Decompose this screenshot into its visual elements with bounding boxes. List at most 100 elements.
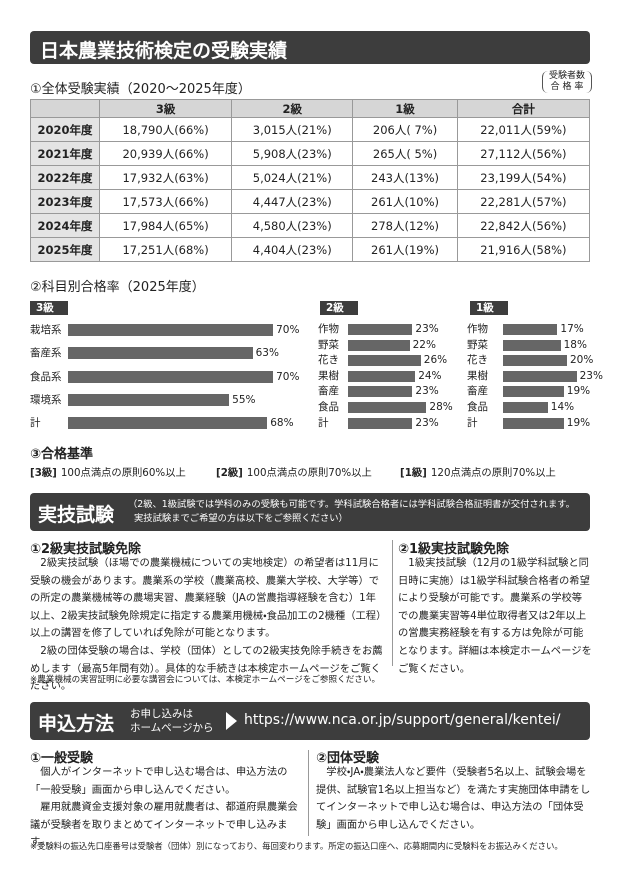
subsection-body: 個人がインターネットで申し込む場合は、申込方法の「一般受験」画面から申し込んでく… — [30, 764, 302, 852]
bar — [348, 324, 413, 335]
category-label: 野菜 — [318, 338, 339, 351]
table-cell: 4,580人(23%) — [231, 213, 354, 238]
table-cell: 22,011人(59%) — [456, 117, 591, 142]
table-cell: 17,573人(66%) — [98, 189, 233, 214]
application-bar: 申込方法 お申し込みは ホームページから https://www.nca.or.jp/… — [30, 702, 590, 740]
value-label: 20% — [570, 354, 594, 367]
year-cell: 2021年度 — [30, 141, 100, 166]
page-title: 日本農業技術検定の受験実績 — [40, 40, 288, 62]
year-cell: 2020年度 — [30, 117, 100, 142]
practical-note-line: （2級、1級試験では学科のみの受験も可能です。学科試験合格者には学科試験合格証明… — [128, 499, 575, 510]
table-cell: 22,281人(57%) — [456, 189, 591, 214]
bar — [348, 402, 427, 413]
application-sub-line: お申し込みは — [130, 708, 193, 720]
practical-title: 実技試験 — [38, 504, 115, 526]
table-cell: 4,447人(23%) — [231, 189, 354, 214]
category-label: 果樹 — [318, 369, 339, 382]
year-cell: 2025年度 — [30, 237, 100, 262]
table-cell: 22,842人(56%) — [456, 213, 591, 238]
practical-note: （2級、1級試験では学科のみの受験も可能です。学科試験合格者には学科試験合格証明… — [128, 498, 575, 525]
application-sub: お申し込みは ホームページから — [130, 707, 213, 735]
table-cell: 261人(10%) — [352, 189, 458, 214]
bar — [503, 386, 564, 398]
criterion-grade: [3級] — [30, 467, 57, 479]
category-label: 食品系 — [30, 370, 62, 383]
category-label: 畜産 — [318, 385, 339, 398]
subsection-body: 2級実技試験（ほ場での農業機械についての実地検定）の希望者は11月に受験の機会が… — [30, 555, 386, 696]
table-cell: 4,404人(23%) — [231, 237, 354, 262]
paragraph: 2級の団体受験の場合は、学校（団体）としての2級実技免除手続きをお薦めします（最… — [30, 644, 383, 693]
practical-note-line: 実技試験までご希望の方は以下をご参照ください） — [134, 512, 348, 524]
value-label: 19% — [566, 416, 591, 429]
section-heading: ②科目別合格率（2025年度） — [30, 280, 205, 295]
header-bar: 日本農業技術検定の受験実績 — [30, 31, 590, 64]
bar — [503, 355, 567, 367]
value-label: 18% — [563, 338, 587, 351]
subsection-body: 1級実技試験（12月の1級学科試験と同日時に実施）は1級学科試験合格者の希望によ… — [398, 555, 592, 678]
table-cell: 23,199人(54%) — [456, 165, 591, 190]
year-cell: 2024年度 — [30, 213, 100, 238]
category-label: 野菜 — [467, 338, 488, 351]
subsection-heading: ①2級実技試験免除 — [30, 542, 142, 557]
value-label: 19% — [566, 385, 591, 398]
value-label: 26% — [423, 354, 448, 367]
table-row: 2024年度 17,984人(65%) 4,580人(23%) 278人(12%) 22… — [30, 213, 591, 238]
criterion-text: 100点満点の原則70%以上 — [246, 467, 372, 479]
category-label: 計 — [30, 417, 41, 430]
bar — [503, 370, 577, 382]
arrow-icon — [226, 712, 237, 730]
bar — [503, 339, 561, 351]
paragraph: 2級実技試験（ほ場での農業機械についての実地検定）の希望者は11月に受験の機会が… — [30, 557, 382, 640]
bar — [348, 339, 410, 351]
category-label: 環境系 — [30, 393, 62, 406]
column-divider — [308, 750, 309, 836]
header-row: 3級 2級 1級 合計 — [30, 99, 591, 118]
category-label: 栽培系 — [30, 324, 62, 336]
value-label: 68% — [270, 417, 294, 430]
table-cell: 17,984人(65%) — [98, 213, 233, 238]
table-cell: 5,908人(23%) — [231, 141, 354, 166]
table-cell: 20,939人(66%) — [98, 141, 233, 166]
column-divider — [392, 540, 393, 666]
footnote: ※受験料の振込先口座番号は受験者（団体）別になっており、毎回変わります。所定の振… — [30, 841, 563, 851]
paragraph: 学校・JA・農業法人など要件（受験者5名以上、試験会場を提供、試験官1名以上担当… — [316, 766, 591, 831]
subsection-heading: ①一般受験 — [30, 751, 94, 766]
category-label: 畜産系 — [30, 347, 62, 360]
bar — [68, 347, 253, 360]
corner-cell — [30, 99, 100, 118]
practical-bar: 実技試験 （2級、1級試験では学科のみの受験も可能です。学科試験合格者には学科試験… — [30, 493, 590, 531]
table-cell: 17,251人(68%) — [98, 237, 233, 262]
chart-title: 3級 — [30, 301, 68, 315]
table-cell: 3,015人(21%) — [231, 117, 354, 142]
bar — [68, 417, 268, 430]
table-cell: 265人( 5%) — [352, 141, 458, 166]
paragraph: 1級実技試験（12月の1級学科試験と同日時に実施）は1級学科試験合格者の希望によ… — [398, 557, 592, 675]
value-label: 55% — [232, 393, 256, 406]
application-title: 申込方法 — [38, 713, 115, 735]
section-heading: ③合格基準 — [30, 447, 94, 462]
value-label: 70% — [276, 370, 300, 383]
table-cell: 243人(13%) — [352, 165, 458, 190]
category-label: 作物 — [318, 323, 339, 335]
bar — [348, 355, 421, 367]
value-label: 23% — [415, 323, 439, 335]
table-cell: 278人(12%) — [352, 213, 458, 238]
category-label: 果樹 — [467, 369, 488, 382]
bar — [503, 402, 548, 413]
value-label: 22% — [412, 338, 436, 351]
value-label: 17% — [560, 323, 584, 335]
paragraph: 雇用就農資金支援対象の雇用就農者は、都道府県農業会議が受験者を取りまとめてインタ… — [30, 801, 298, 849]
column-header: 3級 — [98, 99, 233, 118]
category-label: 花き — [467, 354, 488, 367]
year-cell: 2022年度 — [30, 165, 100, 190]
bar — [503, 417, 564, 429]
category-label: 食品 — [467, 401, 488, 413]
application-url: https://www.nca.or.jp/support/general/ke… — [244, 712, 561, 728]
table-row: 2025年度 17,251人(68%) 4,404人(23%) 261人(19%) 21… — [30, 237, 591, 262]
table-row: 2021年度 20,939人(66%) 5,908人(23%) 265人( 5%) 27… — [30, 141, 591, 166]
category-label: 計 — [318, 416, 329, 429]
unit-note: 受験者数合 格 率 — [542, 71, 592, 93]
chart-title: 1級 — [470, 301, 508, 315]
criterion-grade: [2級] — [216, 467, 243, 479]
